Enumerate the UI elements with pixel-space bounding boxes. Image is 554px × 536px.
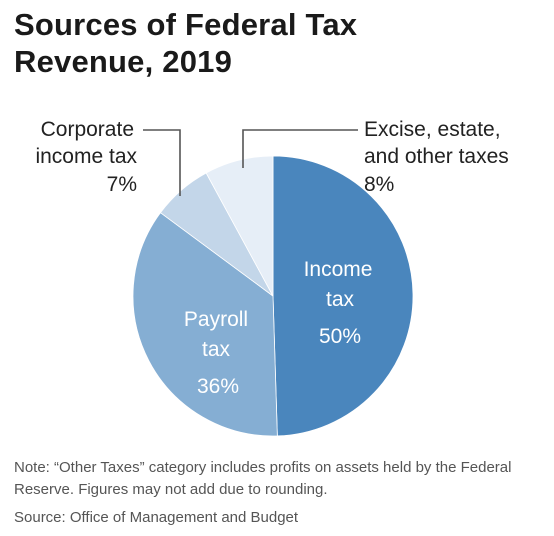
slice-label-income-line-1: Income: [304, 258, 373, 281]
slice-label-corporate-line-1: Corporate: [41, 118, 134, 141]
chart-title-line-1: Sources of Federal Tax: [14, 7, 358, 42]
slice-payroll-tax: [132, 212, 278, 437]
slice-label-payroll-pct: 36%: [197, 375, 239, 398]
slice-label-excise-pct: 8%: [364, 173, 394, 196]
slice-label-payroll-line-1: Payroll: [184, 308, 248, 331]
pie-slices: [132, 155, 414, 437]
slice-excise-estate-other: [205, 155, 274, 297]
leader-lines: [143, 129, 358, 196]
slice-income-tax: [272, 155, 414, 437]
slice-label-corporate-pct: 7%: [107, 173, 137, 196]
chart-title-line-2: Revenue, 2019: [14, 44, 233, 79]
leader-line-corporate: [143, 129, 181, 196]
slice-label-corporate-line-2: income tax: [35, 145, 137, 168]
chart-title: Sources of Federal Tax Revenue, 2019: [14, 6, 514, 80]
chart-source: Source: Office of Management and Budget: [14, 509, 299, 526]
slice-label-payroll-line-2: tax: [202, 338, 231, 361]
slice-label-excise-line-1: Excise, estate,: [364, 118, 501, 141]
slice-label-income-pct: 50%: [319, 325, 361, 348]
slice-label-excise-line-2: and other taxes: [364, 145, 509, 168]
slice-label-income-line-2: tax: [326, 288, 355, 311]
leader-line-excise: [242, 129, 358, 168]
chart-note: Note: “Other Taxes” category includes pr…: [14, 459, 512, 498]
